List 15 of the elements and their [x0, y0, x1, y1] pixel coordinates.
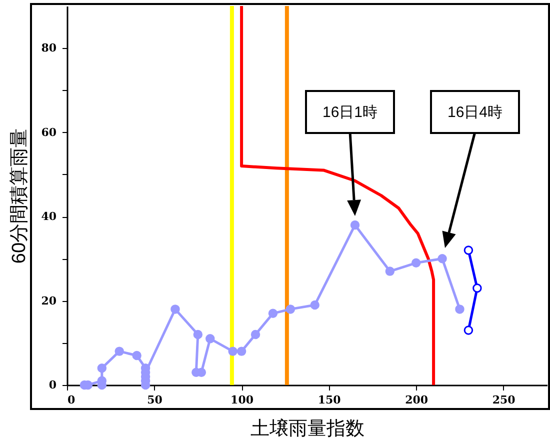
y-axis-title: 60分間積算雨量: [9, 128, 30, 264]
annotation: 16日4時: [430, 90, 520, 134]
x-axis-title: 土壌雨量指数: [250, 418, 364, 439]
y-tick-label: 80: [41, 42, 57, 55]
annotation: 16日1時: [305, 90, 395, 134]
x-tick-label: 250: [492, 394, 516, 406]
y-tick-label: 60: [41, 126, 57, 139]
y-tick-label: 20: [41, 294, 57, 308]
x-tick-label: 0: [68, 394, 76, 406]
x-tick-label: 50: [147, 394, 163, 406]
y-tick-label: 40: [41, 210, 57, 224]
y-tick-label: 0: [48, 378, 57, 392]
x-tick-label: 200: [405, 394, 428, 406]
x-tick-label: 150: [318, 394, 342, 406]
x-tick-label: 100: [230, 394, 254, 406]
